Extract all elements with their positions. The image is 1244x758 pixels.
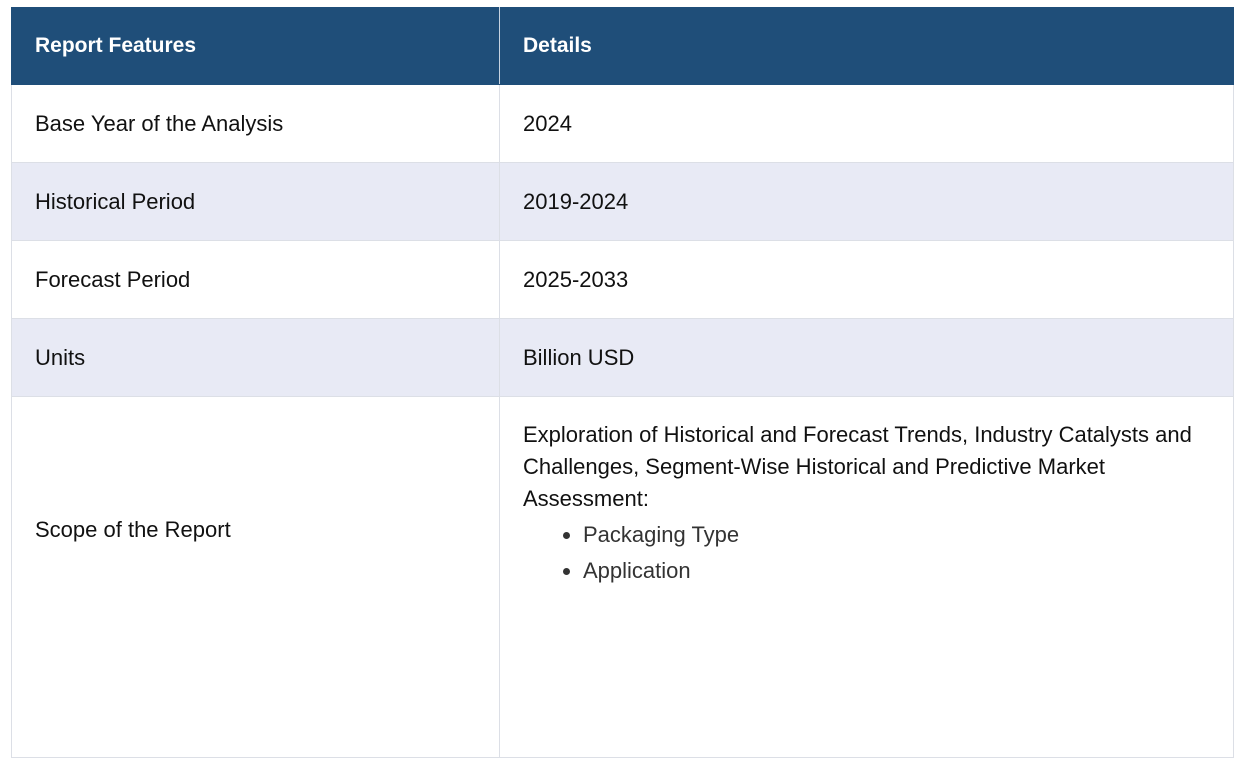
list-item: Packaging Type	[583, 517, 1210, 553]
table-row: Forecast Period 2025-2033	[11, 240, 1234, 319]
scope-description: Exploration of Historical and Forecast T…	[523, 422, 1192, 511]
feature-cell: Historical Period	[11, 162, 500, 241]
report-features-table-container: Report Features Details Base Year of the…	[11, 7, 1234, 758]
detail-cell: 2019-2024	[499, 162, 1234, 241]
table-row: Historical Period 2019-2024	[11, 162, 1234, 241]
feature-cell: Units	[11, 318, 500, 397]
table-header-row: Report Features Details	[11, 7, 1234, 85]
scope-detail-cell: Exploration of Historical and Forecast T…	[499, 396, 1234, 758]
feature-cell: Forecast Period	[11, 240, 500, 319]
detail-cell: 2024	[499, 84, 1234, 163]
feature-cell: Scope of the Report	[11, 396, 500, 758]
table-row: Base Year of the Analysis 2024	[11, 84, 1234, 163]
list-item: Application	[583, 553, 1210, 589]
detail-cell: 2025-2033	[499, 240, 1234, 319]
table-row-scope: Scope of the Report Exploration of Histo…	[11, 396, 1234, 758]
feature-cell: Base Year of the Analysis	[11, 84, 500, 163]
scope-bullet-list: Packaging Type Application	[523, 517, 1210, 589]
table-row: Units Billion USD	[11, 318, 1234, 397]
detail-cell: Billion USD	[499, 318, 1234, 397]
report-features-table: Report Features Details Base Year of the…	[11, 7, 1234, 758]
header-report-features: Report Features	[11, 7, 500, 85]
header-details: Details	[499, 7, 1234, 85]
